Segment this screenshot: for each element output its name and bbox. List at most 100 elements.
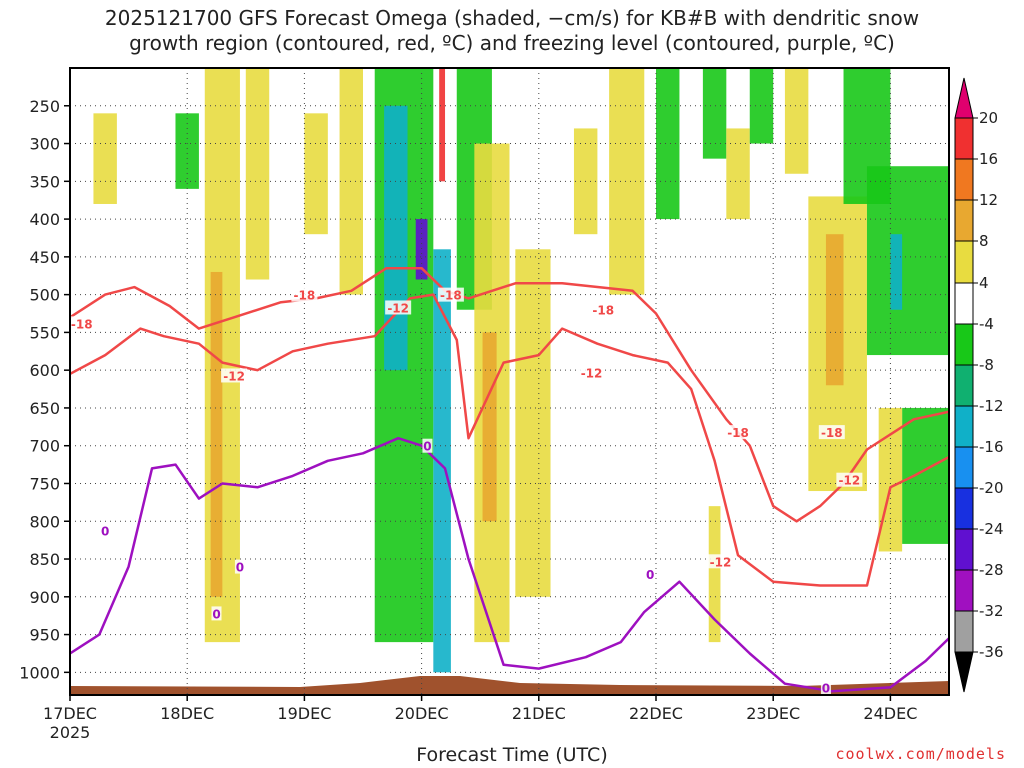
colorbar-bin-8 (954, 405, 974, 448)
contour-label-bg-1 (291, 287, 318, 302)
contour-label-bg-14 (422, 438, 433, 453)
credit-link[interactable]: coolwx.com/models (835, 745, 1006, 763)
omega-cell-14 (482, 332, 497, 522)
colorbar-label-13: -36 (979, 643, 1004, 661)
omega-cell-8 (384, 105, 408, 371)
y-tick-label-650: 650 (29, 399, 60, 418)
contour-label-bg-15 (645, 567, 656, 582)
contour-label-bg-13 (211, 606, 222, 621)
terrain-ground (70, 676, 949, 695)
y-tick-label-950: 950 (29, 626, 60, 645)
colorbar-bin-9 (954, 446, 974, 489)
colorbar-label-3: 8 (979, 232, 989, 250)
colorbar-label-2: 12 (979, 191, 998, 209)
chart-title-line-2: growth region (contoured, red, ºC) and f… (129, 31, 895, 55)
colorbar: 20 16 12 8 4 -4 -8 -12 -16 -20 -24 -28 -32 -36 (954, 77, 1004, 693)
contour-0-2 (70, 436, 949, 693)
contour-label-1: -18 (294, 289, 316, 303)
x-tick-label-5: 22DEC (629, 704, 683, 723)
colorbar-bin-12 (954, 569, 974, 612)
contour--12-1 (70, 293, 949, 587)
colorbar-bin-1 (954, 117, 974, 160)
y-tick-label-800: 800 (29, 512, 60, 531)
y-tick-label-600: 600 (29, 361, 60, 380)
x-tick-label-6: 23DEC (746, 704, 800, 723)
x-tick-label-2: 19DEC (277, 704, 331, 723)
y-tick-label-450: 450 (29, 248, 60, 267)
colorbar-bin-bottom (954, 651, 974, 693)
omega-cell-29 (902, 407, 949, 544)
contour-label-bg-2 (385, 300, 412, 315)
colorbar-bin-4 (954, 240, 974, 284)
y-tick-label-750: 750 (29, 474, 60, 493)
x-axis-label: Forecast Time (UTC) (416, 744, 608, 766)
contour-label-13: 0 (212, 607, 220, 621)
contour-label-15: 0 (646, 568, 654, 582)
contour-label-4: -18 (592, 304, 614, 318)
omega-cell-11 (439, 68, 446, 182)
pressure-axis: 250 300 350 400 450 500 550 600 650 700 750 800 850 9… (19, 97, 70, 682)
omega-cell-5 (304, 113, 328, 235)
contour-label-0: -18 (71, 317, 93, 331)
y-tick-label-1000: 1000 (19, 663, 60, 682)
colorbar-label-0: 20 (979, 109, 998, 127)
omega-cell-10 (433, 249, 451, 673)
contour-labels: -18 -18 -12 -18 -18 -12 -12 -18 -12 -18 -12 0 0 0 0 0 0 (70, 287, 863, 695)
contour-label-3: -18 (440, 289, 462, 303)
contour-label-2: -12 (387, 301, 409, 315)
contour-label-6: -12 (581, 366, 603, 380)
x-tick-label-3: 20DEC (395, 704, 449, 723)
colorbar-label-5: -4 (979, 315, 994, 333)
colorbar-label-4: 4 (979, 274, 989, 292)
contour-label-12: 0 (236, 561, 244, 575)
omega-cell-20 (726, 128, 750, 220)
contour-label-5: -12 (223, 369, 245, 383)
contour-label-bg-0 (70, 316, 95, 331)
y-tick-label-350: 350 (29, 172, 60, 191)
colorbar-bin-6 (954, 323, 974, 366)
contour-label-16: 0 (822, 681, 830, 695)
contour-label-bg-12 (234, 559, 245, 574)
colorbar-bin-7 (954, 364, 974, 407)
plot-frame (69, 67, 950, 696)
omega-cell-9 (415, 219, 428, 280)
temperature-contours (70, 266, 949, 693)
contour--18-0 (70, 266, 949, 523)
contour-label-8: -12 (710, 555, 732, 569)
x-tick-year: 2025 (50, 723, 91, 742)
terrain-fill (70, 676, 949, 695)
x-tick-label-7: 24DEC (863, 704, 917, 723)
omega-cell-25 (825, 234, 844, 386)
omega-cell-1 (210, 271, 223, 597)
contour-label-11: 0 (101, 524, 109, 538)
colorbar-label-7: -12 (979, 397, 1004, 415)
chart-title-line-1: 2025121700 GFS Forecast Omega (shaded, −… (104, 6, 920, 30)
colorbar-label-10: -24 (979, 520, 1004, 538)
contour-label-14: 0 (423, 440, 431, 454)
contour-label-10: -12 (839, 474, 861, 488)
omega-cell-21 (749, 68, 774, 144)
colorbar-label-11: -28 (979, 561, 1004, 579)
colorbar-bin-top (954, 77, 974, 119)
omega-cell-27 (866, 166, 949, 356)
contour-label-bg-7 (725, 425, 752, 440)
omega-shading (93, 68, 949, 673)
y-tick-label-700: 700 (29, 437, 60, 456)
y-tick-label-250: 250 (29, 97, 60, 116)
contour-label-7: -18 (727, 426, 749, 440)
omega-cell-4 (245, 68, 270, 280)
contour-label-bg-10 (836, 472, 863, 487)
omega-cell-2 (175, 113, 199, 189)
contour-label-bg-11 (100, 523, 111, 538)
contour-label-bg-5 (221, 368, 248, 383)
contour-label-bg-4 (590, 302, 617, 317)
colorbar-bin-11 (954, 528, 974, 571)
omega-cell-3 (93, 113, 117, 204)
contour-label-bg-3 (437, 287, 464, 302)
contour-label-bg-8 (707, 554, 734, 569)
y-tick-label-400: 400 (29, 210, 60, 229)
omega-cell-17 (609, 68, 645, 295)
contour-label-bg-16 (820, 680, 831, 695)
colorbar-bin-5 (954, 282, 974, 325)
